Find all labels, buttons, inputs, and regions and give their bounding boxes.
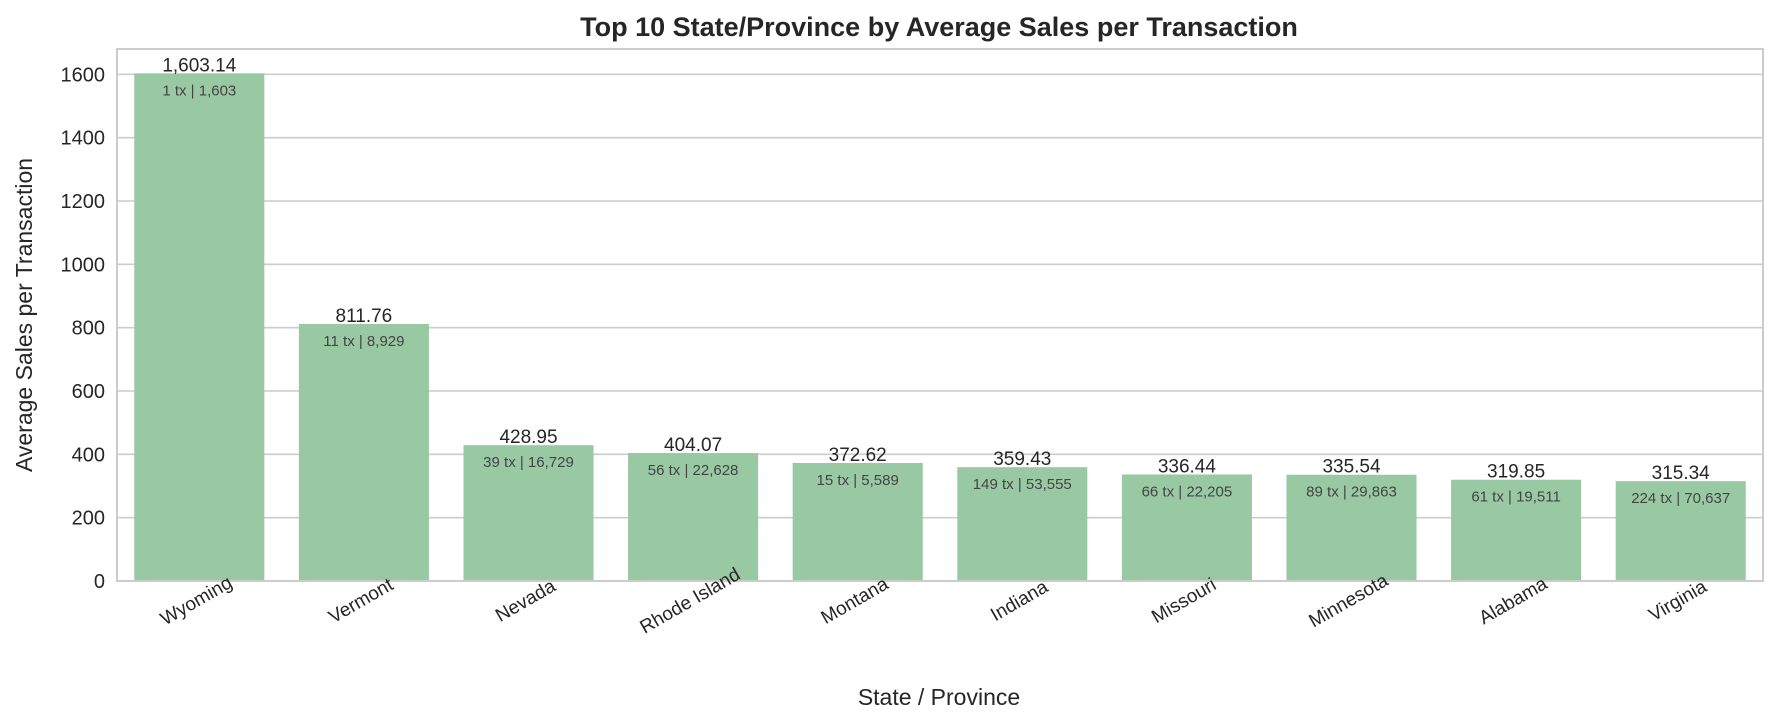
bar bbox=[298, 323, 429, 581]
y-tick-label: 1400 bbox=[61, 128, 106, 150]
value-label: 428.95 bbox=[499, 427, 557, 448]
y-tick-label: 1000 bbox=[61, 254, 106, 276]
x-tick-label: Missouri bbox=[1148, 574, 1220, 628]
chart-title: Top 10 State/Province by Average Sales p… bbox=[580, 12, 1298, 42]
value-label: 335.54 bbox=[1322, 457, 1381, 478]
x-axis-label: State / Province bbox=[858, 684, 1020, 710]
y-tick-label: 0 bbox=[94, 571, 105, 593]
bar bbox=[1615, 481, 1746, 581]
bar bbox=[463, 445, 594, 581]
tx-count-label: 61 tx | 19,511 bbox=[1471, 489, 1561, 506]
bar bbox=[957, 467, 1088, 581]
value-label: 1,603.14 bbox=[162, 55, 236, 76]
y-tick-label: 200 bbox=[72, 508, 105, 530]
value-label: 319.85 bbox=[1487, 462, 1545, 483]
y-tick-labels: 0 200 400 600 800 1000 1200 1400 1600 bbox=[61, 64, 106, 593]
bar bbox=[792, 463, 923, 581]
value-label: 811.76 bbox=[336, 306, 393, 327]
tx-count-label: 15 tx | 5,589 bbox=[817, 472, 899, 489]
bar bbox=[1286, 474, 1417, 581]
y-tick-label: 1200 bbox=[61, 191, 106, 213]
x-tick-label: Vermont bbox=[325, 574, 397, 628]
y-tick-label: 600 bbox=[72, 381, 105, 403]
tx-count-label: 11 tx | 8,929 bbox=[323, 333, 404, 350]
x-tick-label: Indiana bbox=[987, 576, 1052, 626]
x-tick-label: Virginia bbox=[1645, 576, 1710, 626]
value-label: 315.34 bbox=[1652, 463, 1711, 484]
tx-count-label: 149 tx | 53,555 bbox=[973, 476, 1072, 493]
data-labels: 1,603.14 1 tx | 1,603 811.76 11 tx | 8,929 4… bbox=[162, 55, 1730, 507]
value-label: 336.44 bbox=[1158, 456, 1217, 477]
value-label: 359.43 bbox=[993, 449, 1051, 470]
y-tick-label: 1600 bbox=[61, 64, 106, 86]
y-axis-label: Average Sales per Transaction bbox=[11, 158, 37, 472]
bars bbox=[134, 73, 1746, 582]
plot-frame bbox=[116, 48, 1764, 582]
bar bbox=[628, 453, 759, 581]
tx-count-label: 56 tx | 22,628 bbox=[648, 462, 739, 479]
value-label: 404.07 bbox=[664, 435, 722, 456]
tx-count-label: 224 tx | 70,637 bbox=[1631, 490, 1730, 507]
bar bbox=[134, 73, 265, 582]
value-label: 372.62 bbox=[829, 445, 887, 466]
y-tick-label: 800 bbox=[72, 318, 105, 340]
y-tick-label: 400 bbox=[72, 444, 105, 466]
bar bbox=[1451, 479, 1582, 581]
tx-count-label: 89 tx | 29,863 bbox=[1306, 484, 1397, 501]
tx-count-label: 66 tx | 22,205 bbox=[1142, 483, 1233, 500]
x-tick-label: Nevada bbox=[492, 576, 560, 627]
bar bbox=[1121, 474, 1252, 581]
tx-count-label: 1 tx | 1,603 bbox=[162, 82, 236, 99]
tx-count-label: 39 tx | 16,729 bbox=[483, 454, 574, 471]
